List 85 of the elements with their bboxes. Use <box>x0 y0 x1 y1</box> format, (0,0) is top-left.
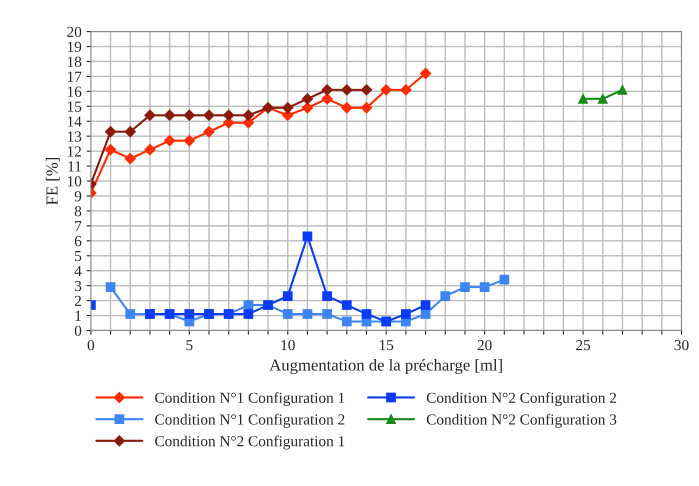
y-tick-label: 14 <box>68 116 82 127</box>
point <box>322 93 333 104</box>
y-tick-label: 8 <box>74 206 82 216</box>
point <box>124 153 136 164</box>
y-tick-label: 1 <box>76 310 81 321</box>
point <box>362 309 372 319</box>
legend-label: Condition N°1 Configuration 2 <box>155 414 344 428</box>
point <box>203 126 215 138</box>
point <box>184 309 194 319</box>
x-tick-label: 20 <box>478 340 492 350</box>
y-axis-title: FE [%] <box>46 158 60 205</box>
y-tick-label: 7 <box>75 221 82 232</box>
point <box>420 68 432 80</box>
y-tick-label: 17 <box>68 72 82 82</box>
point <box>341 84 352 96</box>
point <box>282 291 293 301</box>
point <box>144 144 156 156</box>
x-tick-label: 15 <box>380 340 394 350</box>
point <box>342 300 352 310</box>
point <box>184 135 195 146</box>
point <box>480 282 490 292</box>
point <box>125 309 136 319</box>
point <box>342 316 352 326</box>
point <box>203 110 215 121</box>
point <box>184 110 195 121</box>
point <box>104 144 116 156</box>
point <box>244 309 254 319</box>
point <box>104 126 116 138</box>
point <box>124 126 136 138</box>
point <box>460 282 470 292</box>
x-tick-label: 5 <box>186 340 193 350</box>
point <box>578 94 588 104</box>
y-tick-label: 15 <box>68 102 82 112</box>
x-tick-label: 10 <box>281 340 295 350</box>
point <box>164 135 176 146</box>
y-tick-label: 13 <box>68 131 82 142</box>
x-tick-label: 30 <box>674 340 689 350</box>
y-tick-label: 20 <box>67 26 82 38</box>
y-tick-label: 19 <box>68 42 82 52</box>
y-tick-label: 10 <box>68 176 82 186</box>
point <box>302 93 314 104</box>
point <box>223 110 234 121</box>
point <box>144 110 156 121</box>
point <box>360 84 372 96</box>
point <box>242 110 254 121</box>
point <box>302 231 312 242</box>
point <box>420 300 430 310</box>
point <box>499 274 510 285</box>
y-tick-label: 12 <box>68 146 81 156</box>
point <box>400 84 412 96</box>
point <box>401 309 411 319</box>
point <box>618 85 628 95</box>
point <box>440 291 450 301</box>
point <box>360 102 372 114</box>
point <box>380 84 392 96</box>
legend-label: Condition N°1 Configuration 1 <box>155 392 344 406</box>
y-tick-label: 9 <box>74 191 82 202</box>
point <box>598 94 608 104</box>
x-tick-label: 25 <box>576 340 590 350</box>
x-tick-label: 0 <box>88 340 94 350</box>
y-tick-label: 6 <box>74 236 82 246</box>
point <box>341 102 352 114</box>
point <box>302 309 312 319</box>
legend-label: Condition N°2 Configuration 3 <box>426 414 616 428</box>
point <box>322 84 333 96</box>
legend-label: Condition N°2 Configuration 2 <box>426 392 616 406</box>
y-tick-label: 18 <box>68 56 82 67</box>
point <box>106 282 116 292</box>
point <box>282 102 294 114</box>
y-tick-label: 11 <box>68 161 81 172</box>
y-tick-label: 4 <box>74 266 82 276</box>
y-tick-label: 3 <box>74 280 82 292</box>
y-tick-label: 16 <box>68 86 82 97</box>
point <box>322 291 332 301</box>
legend-label: Condition N°2 Configuration 1 <box>155 435 344 450</box>
point <box>322 309 332 319</box>
point <box>164 110 176 121</box>
y-tick-label: 0 <box>74 326 82 336</box>
y-tick-label: 5 <box>75 251 82 262</box>
point <box>420 309 430 319</box>
x-axis-title: Augmentation de la précharge [ml] <box>269 358 502 374</box>
point <box>244 300 254 310</box>
point <box>282 309 293 319</box>
point <box>302 102 314 114</box>
y-tick-label: 2 <box>74 296 81 306</box>
